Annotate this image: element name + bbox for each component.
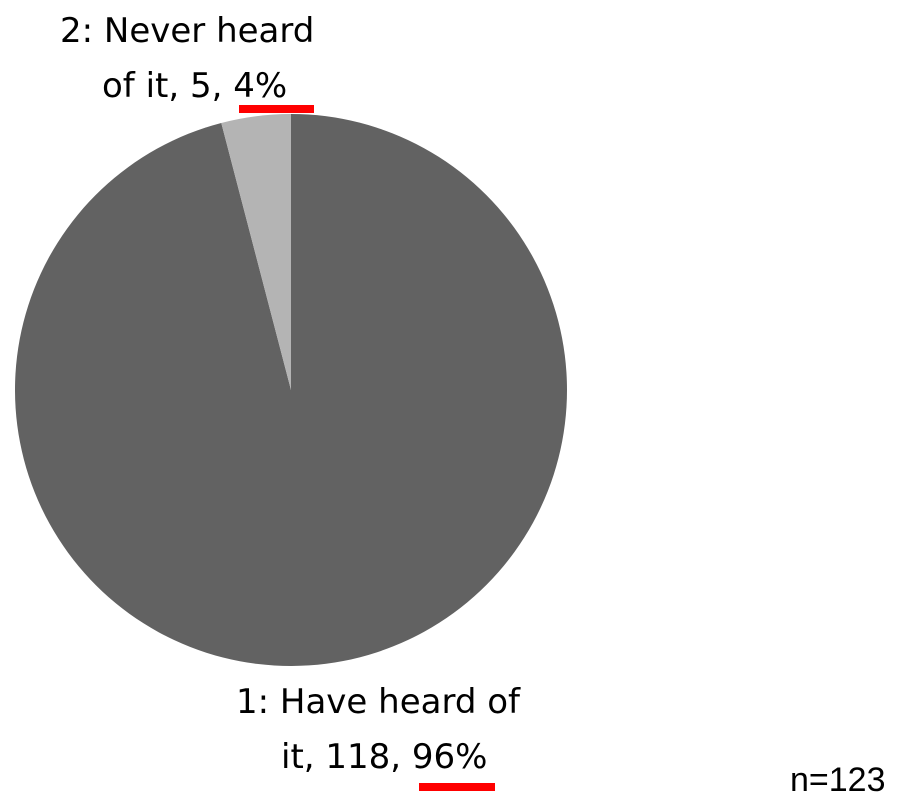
sample-size-note: n=123 xyxy=(790,761,886,796)
highlight-underline-never-heard xyxy=(239,105,314,113)
pie-slices xyxy=(15,114,567,666)
label-never-heard-percent: 4% xyxy=(233,66,287,106)
label-never-heard-line1: 2: Never heard xyxy=(60,11,314,51)
svg-text:of it, 5, 4%: of it, 5, 4% xyxy=(102,66,287,106)
label-have-heard-percent: 96% xyxy=(412,737,488,777)
label-have-heard: 1: Have heard of it, 118, 96% xyxy=(236,682,521,791)
label-have-heard-line2: it, 118, xyxy=(281,737,412,777)
pie-slice-1 xyxy=(221,114,291,390)
svg-text:it, 118, 96%: it, 118, 96% xyxy=(281,737,487,777)
label-never-heard-line2: of it, 5, xyxy=(102,66,233,106)
label-never-heard: 2: Never heard of it, 5, 4% xyxy=(60,11,314,113)
highlight-underline-have-heard xyxy=(419,783,495,791)
label-have-heard-line1: 1: Have heard of xyxy=(236,682,521,722)
